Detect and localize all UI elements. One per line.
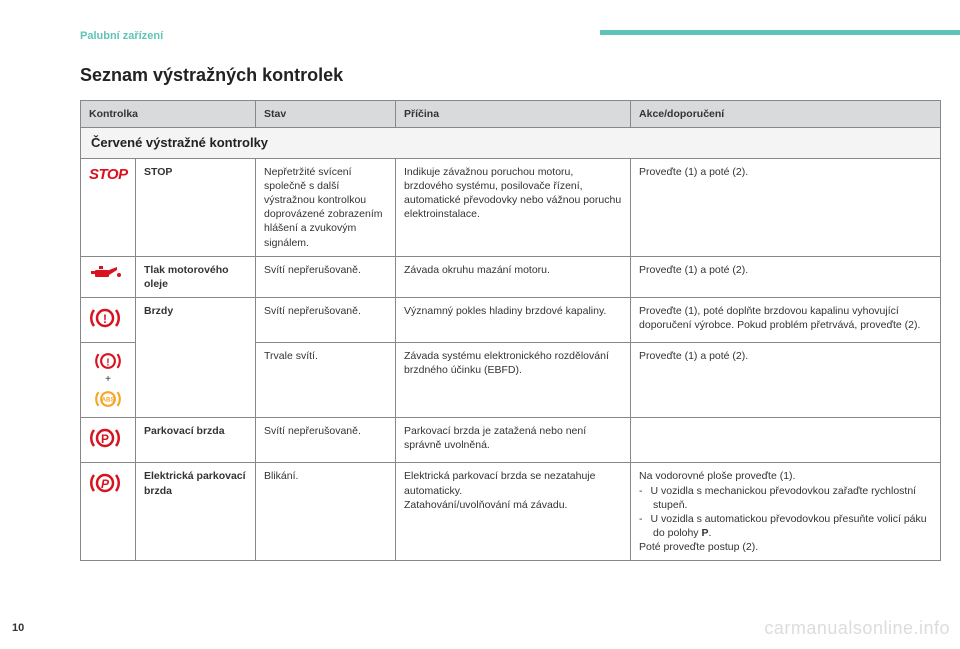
table-row: P Elektrická parkovací brzda Blikání. El… (81, 463, 941, 561)
table-row: ! Brzdy Svítí nepřerušovaně. Významný po… (81, 298, 941, 343)
row-action (631, 418, 941, 463)
icon-cell: P (81, 463, 136, 561)
table-row: STOP STOP Nepřetržité svícení společně s… (81, 158, 941, 256)
row-action: Na vodorovné ploše proveďte (1). U vozid… (631, 463, 941, 561)
row-action: Proveďte (1) a poté (2). (631, 158, 941, 256)
svg-text:ABS: ABS (102, 398, 115, 404)
icon-cell: ! (81, 298, 136, 343)
action-list: U vozidla s mechanickou převodovkou zařa… (639, 484, 932, 541)
row-cause: Závada okruhu mazání motoru. (396, 256, 631, 297)
warning-lights-table: Kontrolka Stav Příčina Akce/doporučení Č… (80, 100, 941, 561)
row-cause: Indikuje závažnou poruchou motoru, brzdo… (396, 158, 631, 256)
icon-cell: ! + ABS (81, 343, 136, 418)
electric-parking-brake-icon: P (89, 469, 121, 497)
svg-text:P: P (101, 432, 109, 446)
row-name: Elektrická parkovací brzda (136, 463, 256, 561)
svg-text:P: P (101, 477, 110, 491)
row-name: STOP (136, 158, 256, 256)
table-header-row: Kontrolka Stav Příčina Akce/doporučení (81, 101, 941, 128)
brake-warning-icon: ! (89, 304, 121, 332)
parking-brake-icon: P (89, 424, 121, 452)
th-kontrolka: Kontrolka (81, 101, 256, 128)
svg-text:!: ! (103, 312, 107, 326)
row-name: Tlak motorového oleje (136, 256, 256, 297)
icon-cell: STOP (81, 158, 136, 256)
watermark: carmanualsonline.info (764, 618, 950, 639)
row-action: Proveďte (1) a poté (2). (631, 256, 941, 297)
abs-icon: ABS (93, 387, 123, 411)
plus-icon: + (105, 375, 111, 385)
row-name: Brzdy (136, 298, 256, 418)
row-state: Blikání. (256, 463, 396, 561)
action-intro: Na vodorovné ploše proveďte (1). (639, 469, 932, 483)
action-outro: Poté proveďte postup (2). (639, 540, 932, 554)
row-name: Parkovací brzda (136, 418, 256, 463)
oil-can-icon (89, 263, 123, 283)
stop-icon: STOP (89, 166, 128, 183)
table-row: Tlak motorového oleje Svítí nepřerušovan… (81, 256, 941, 297)
row-cause: Významný pokles hladiny brzdové kapaliny… (396, 298, 631, 343)
row-action: Proveďte (1), poté doplňte brzdovou kapa… (631, 298, 941, 343)
row-state: Svítí nepřerušovaně. (256, 418, 396, 463)
row-state: Svítí nepřerušovaně. (256, 298, 396, 343)
row-cause: Závada systému elektronického rozdělován… (396, 343, 631, 418)
section-title: Červené výstražné kontrolky (81, 128, 941, 159)
page-title: Seznam výstražných kontrolek (80, 65, 343, 86)
action-item: U vozidla s mechanickou převodovkou zařa… (639, 484, 932, 512)
icon-cell (81, 256, 136, 297)
row-cause: Parkovací brzda je zatažená nebo není sp… (396, 418, 631, 463)
row-state: Trvale svítí. (256, 343, 396, 418)
th-pricina: Příčina (396, 101, 631, 128)
row-cause: Elektrická parkovací brzda se nezatahuje… (396, 463, 631, 561)
accent-bar (600, 30, 960, 35)
action-item: U vozidla s automatickou převodovkou pře… (639, 512, 932, 540)
th-akce: Akce/doporučení (631, 101, 941, 128)
row-state: Nepřetržité svícení společně s další výs… (256, 158, 396, 256)
page-number: 10 (12, 622, 24, 634)
row-state: Svítí nepřerušovaně. (256, 256, 396, 297)
table-row: P Parkovací brzda Svítí nepřerušovaně. P… (81, 418, 941, 463)
svg-text:!: ! (106, 358, 109, 369)
section-row-red: Červené výstražné kontrolky (81, 128, 941, 159)
section-label: Palubní zařízení (80, 30, 163, 42)
brake-warning-icon: ! (93, 349, 123, 373)
icon-cell: P (81, 418, 136, 463)
row-action: Proveďte (1) a poté (2). (631, 343, 941, 418)
th-stav: Stav (256, 101, 396, 128)
